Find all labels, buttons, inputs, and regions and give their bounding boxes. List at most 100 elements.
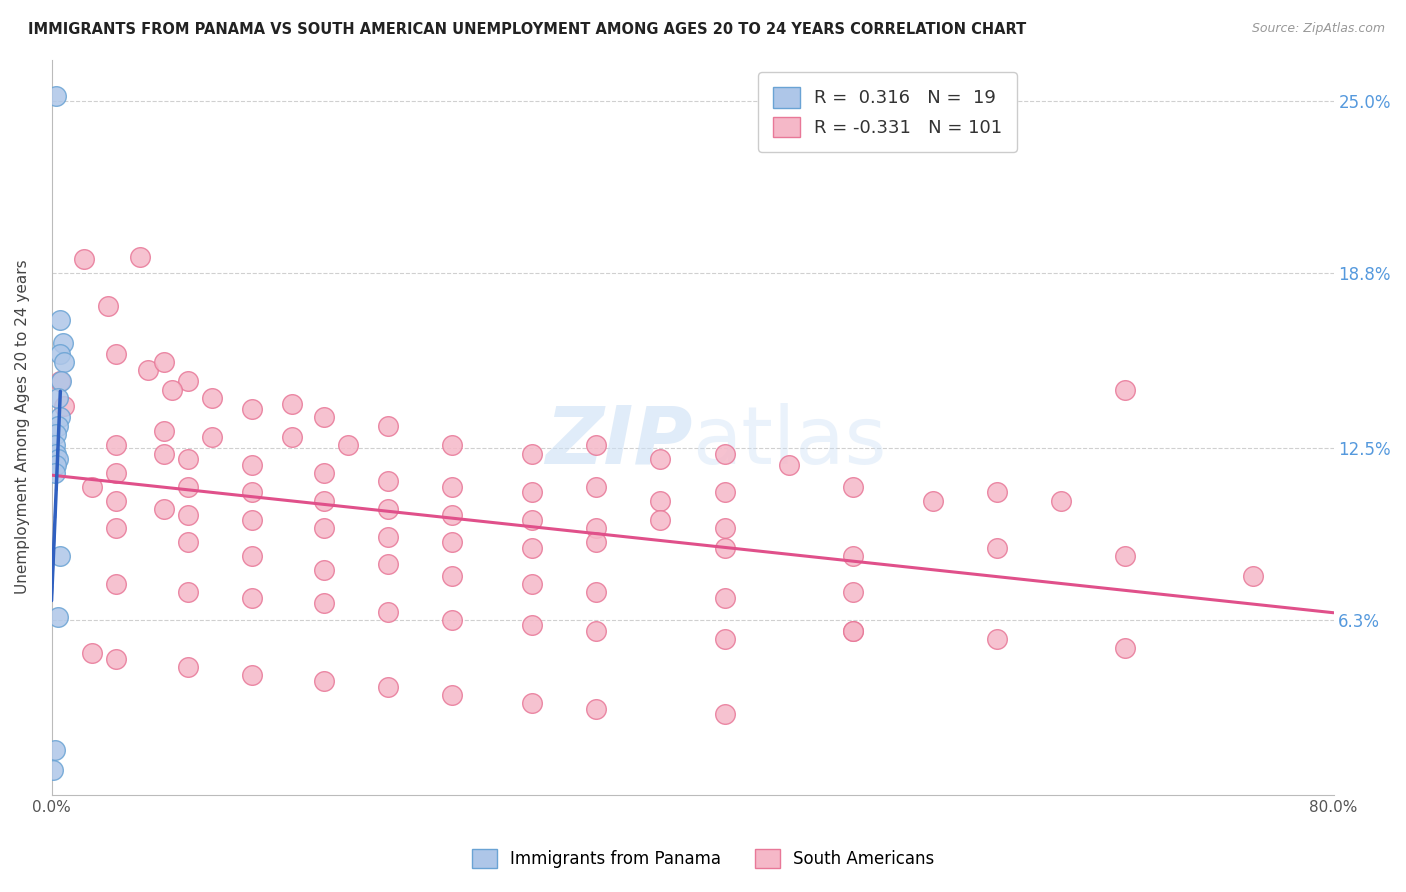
Point xyxy=(337,438,360,452)
Point xyxy=(177,535,200,549)
Point xyxy=(1114,640,1136,655)
Point xyxy=(377,680,399,694)
Point xyxy=(152,446,174,460)
Point xyxy=(46,452,69,467)
Point xyxy=(48,410,70,425)
Point xyxy=(585,480,607,494)
Point xyxy=(522,485,544,500)
Point xyxy=(177,585,200,599)
Point xyxy=(104,577,127,591)
Point xyxy=(44,438,66,452)
Point xyxy=(177,375,200,389)
Point xyxy=(136,363,159,377)
Legend: R =  0.316   N =  19, R = -0.331   N = 101: R = 0.316 N = 19, R = -0.331 N = 101 xyxy=(758,72,1017,152)
Point xyxy=(377,605,399,619)
Point xyxy=(650,493,672,508)
Point xyxy=(104,652,127,666)
Point xyxy=(152,502,174,516)
Point xyxy=(441,535,464,549)
Point xyxy=(104,521,127,535)
Point xyxy=(104,346,127,360)
Point xyxy=(842,549,865,563)
Point xyxy=(585,521,607,535)
Text: IMMIGRANTS FROM PANAMA VS SOUTH AMERICAN UNEMPLOYMENT AMONG AGES 20 TO 24 YEARS : IMMIGRANTS FROM PANAMA VS SOUTH AMERICAN… xyxy=(28,22,1026,37)
Point xyxy=(42,763,65,777)
Point xyxy=(45,427,67,442)
Point xyxy=(281,396,304,410)
Point xyxy=(842,624,865,638)
Point xyxy=(842,624,865,638)
Point xyxy=(441,613,464,627)
Point xyxy=(312,521,335,535)
Point xyxy=(522,577,544,591)
Point xyxy=(80,480,103,494)
Point xyxy=(177,508,200,522)
Point xyxy=(312,466,335,480)
Point xyxy=(522,513,544,527)
Point xyxy=(45,458,67,472)
Text: ZIP: ZIP xyxy=(546,403,693,481)
Point xyxy=(312,673,335,688)
Point xyxy=(1050,493,1073,508)
Point xyxy=(713,591,735,605)
Legend: Immigrants from Panama, South Americans: Immigrants from Panama, South Americans xyxy=(465,842,941,875)
Point xyxy=(240,549,263,563)
Point xyxy=(585,585,607,599)
Point xyxy=(104,466,127,480)
Point xyxy=(46,418,69,433)
Point xyxy=(441,508,464,522)
Point xyxy=(240,668,263,682)
Point xyxy=(240,591,263,605)
Point xyxy=(46,391,69,405)
Point xyxy=(522,618,544,632)
Point xyxy=(441,438,464,452)
Point xyxy=(522,541,544,555)
Point xyxy=(522,696,544,710)
Point xyxy=(45,446,67,460)
Point xyxy=(44,466,66,480)
Text: Source: ZipAtlas.com: Source: ZipAtlas.com xyxy=(1251,22,1385,36)
Point xyxy=(986,541,1008,555)
Point xyxy=(377,475,399,489)
Point xyxy=(377,558,399,572)
Point xyxy=(377,502,399,516)
Point xyxy=(240,402,263,417)
Point xyxy=(842,480,865,494)
Point xyxy=(44,743,66,757)
Point xyxy=(201,430,224,444)
Point xyxy=(97,300,120,314)
Point xyxy=(585,535,607,549)
Point xyxy=(201,391,224,405)
Point xyxy=(281,430,304,444)
Point xyxy=(49,375,72,389)
Point xyxy=(650,513,672,527)
Point xyxy=(177,452,200,467)
Point xyxy=(45,88,67,103)
Point xyxy=(177,660,200,674)
Point xyxy=(48,375,70,389)
Point xyxy=(713,485,735,500)
Point xyxy=(1241,568,1264,582)
Point xyxy=(312,596,335,610)
Point xyxy=(53,400,76,414)
Point xyxy=(152,425,174,439)
Point xyxy=(441,568,464,582)
Point xyxy=(650,452,672,467)
Point xyxy=(46,610,69,624)
Point xyxy=(312,493,335,508)
Point xyxy=(104,493,127,508)
Point xyxy=(128,250,150,264)
Point xyxy=(585,702,607,716)
Point xyxy=(842,585,865,599)
Point xyxy=(377,418,399,433)
Point xyxy=(778,458,800,472)
Point xyxy=(48,346,70,360)
Point xyxy=(922,493,945,508)
Point xyxy=(585,624,607,638)
Point xyxy=(48,549,70,563)
Point xyxy=(312,563,335,577)
Point xyxy=(312,410,335,425)
Point xyxy=(1114,383,1136,397)
Point xyxy=(53,355,76,369)
Point xyxy=(1114,549,1136,563)
